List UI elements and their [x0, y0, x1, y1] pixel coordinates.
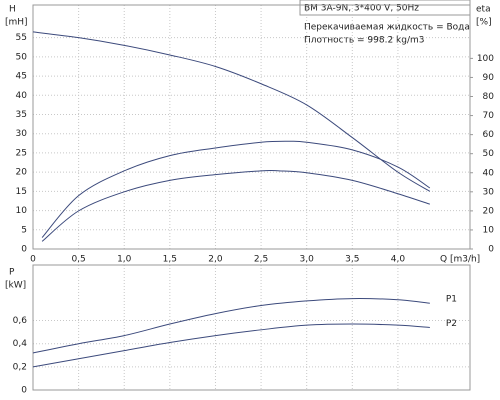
y-tick-label: 0 — [21, 245, 27, 255]
y2-tick-label: 70 — [483, 111, 495, 121]
y2-axis-label: eta — [476, 5, 491, 15]
y2-tick-label: 10 — [483, 225, 495, 235]
curve — [41, 169, 431, 242]
y2-tick-label: 80 — [483, 92, 495, 102]
curve — [32, 31, 431, 192]
y2-tick-label: 40 — [483, 168, 495, 178]
y2-tick-label: 100 — [477, 54, 494, 64]
y2-tick-label: 60 — [483, 130, 495, 140]
y-tick-label: 10 — [16, 206, 28, 216]
y-axis-unit: [mH] — [5, 18, 28, 28]
y-tick-label: 35 — [16, 110, 27, 120]
x-tick-label: 0 — [30, 255, 36, 265]
x-tick-label: 3,5 — [345, 255, 359, 265]
y-tick-label: 25 — [16, 148, 27, 158]
chart-title: BM 3A-9N, 3*400 V, 50Hz — [304, 4, 419, 14]
x-tick-label: 4,0 — [391, 255, 406, 265]
y2-tick-label: 20 — [483, 206, 495, 216]
x-tick-label: 1,0 — [117, 255, 132, 265]
plot-frame — [32, 264, 471, 391]
y-axis-unit: [kW] — [5, 281, 26, 291]
y-tick-label: 0,6 — [13, 316, 28, 326]
x-tick-label: 3,0 — [300, 255, 315, 265]
y2-tick-label: 30 — [483, 187, 495, 197]
y-tick-label: 40 — [16, 91, 28, 101]
y2-tick-label: 0 — [488, 245, 494, 255]
y-tick-label: 5 — [21, 225, 27, 235]
annotation: Перекачиваемая жидкость = Вода — [304, 23, 470, 33]
annotation: Плотность = 998.2 kg/m3 — [304, 36, 425, 46]
y2-axis-unit: [%] — [476, 18, 492, 28]
curve — [32, 323, 430, 368]
x-tick-label: 2,0 — [208, 255, 223, 265]
y2-tick-label: 90 — [483, 73, 495, 83]
x-axis-label: Q [m3/h] — [440, 255, 480, 265]
y-tick-label: 0,2 — [13, 362, 27, 372]
y-tick-label: 50 — [16, 52, 28, 62]
curve — [41, 140, 431, 238]
y-tick-label: 0,4 — [13, 339, 28, 349]
y-tick-label: 15 — [16, 187, 27, 197]
series-label: P2 — [446, 319, 457, 329]
y-tick-label: 55 — [16, 33, 27, 43]
y-tick-label: 30 — [16, 129, 28, 139]
x-tick-label: 2,5 — [254, 255, 268, 265]
y-tick-label: 20 — [16, 168, 28, 178]
y-axis-label: H — [9, 5, 16, 15]
x-tick-label: 1,5 — [163, 255, 177, 265]
plot-frame — [32, 4, 471, 250]
y-axis-label: P — [9, 268, 15, 278]
series-label: P1 — [446, 295, 457, 305]
y-tick-label: 0 — [21, 386, 27, 396]
y2-tick-label: 50 — [483, 149, 495, 159]
curve — [32, 298, 430, 354]
x-tick-label: 0,5 — [71, 255, 85, 265]
y-tick-label: 45 — [16, 72, 27, 82]
